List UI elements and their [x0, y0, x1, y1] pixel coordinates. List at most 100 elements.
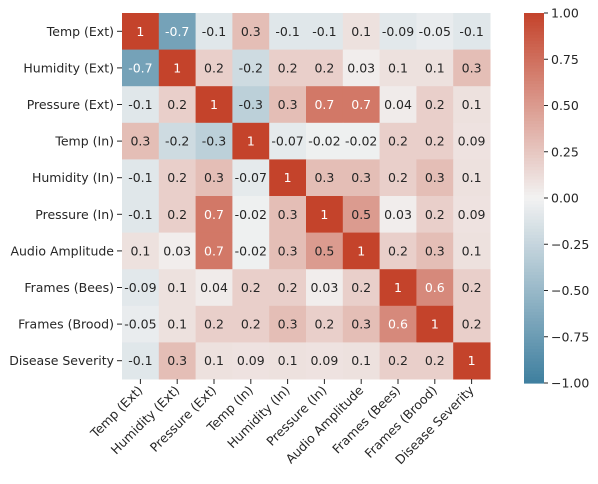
heatmap-cell [342, 86, 381, 124]
heatmap-cell [379, 122, 417, 160]
x-axis-tick-labels: Temp (Ext)Humidity (Ext)Pressure (Ext)Te… [87, 379, 477, 467]
colorbar-segment [524, 179, 544, 184]
cell-value-label: 0.3 [278, 207, 298, 222]
cell-value-label: 0.2 [425, 207, 445, 222]
heatmap-cell [453, 13, 491, 51]
cell-value-label: 0.1 [462, 97, 482, 112]
heatmap-cell [306, 342, 344, 380]
heatmap-cell [306, 13, 344, 51]
heatmap-cell [379, 13, 417, 51]
colorbar-segment [524, 188, 544, 193]
heatmap-cell [416, 13, 454, 51]
colorbar-segment [524, 83, 544, 88]
cell-value-label: -0.2 [165, 134, 189, 149]
colorbar-segment [524, 40, 544, 45]
cell-value-label: -0.1 [128, 353, 152, 368]
heatmap-cell [416, 122, 454, 160]
colorbar-segment [524, 296, 544, 301]
cell-value-label: 0.2 [241, 280, 261, 295]
cell-value-label: 0.7 [351, 97, 371, 112]
heatmap-cell [232, 196, 270, 234]
colorbar-segment [524, 370, 544, 375]
colorbar-segment [524, 262, 544, 267]
cell-value-label: 0.2 [351, 280, 371, 295]
colorbar-segment [524, 102, 544, 107]
heatmap-cell [195, 13, 233, 51]
colorbar-segment [524, 349, 544, 353]
colorbar-segment [524, 241, 544, 245]
heatmap-cell [195, 269, 233, 307]
cell-value-label: 0.1 [167, 317, 187, 332]
heatmap-cell [195, 122, 233, 160]
cell-value-label: -0.1 [128, 170, 152, 185]
colorbar-segment [524, 336, 544, 341]
colorbar-segment [524, 161, 544, 165]
heatmap-cell-labels: 1 -0.7 -0.1 0.3 -0.1 -0.1 0.1 -0.09 -0.05 -0.1 -0.… [124, 24, 485, 368]
colorbar-segment [524, 367, 544, 372]
colorbar-segment [524, 176, 544, 181]
cell-value-label: 0.2 [278, 60, 298, 75]
heatmap-cell [158, 13, 197, 51]
cell-value-label: 0.2 [425, 353, 445, 368]
colorbar-segment [524, 145, 544, 150]
cell-value-label: 0.09 [310, 353, 338, 368]
colorbar-segment [524, 379, 544, 384]
colorbar-segment [524, 16, 544, 20]
cell-value-label: 0.2 [241, 317, 261, 332]
colorbar-segment [524, 268, 544, 273]
colorbar-tick-label: −0.50 [551, 283, 589, 298]
cell-value-label: 0.2 [314, 317, 334, 332]
heatmap-cell [342, 342, 381, 380]
heatmap-cell [269, 159, 307, 197]
colorbar-segment [524, 191, 544, 196]
cell-value-label: -0.09 [124, 280, 156, 295]
cell-value-label: -0.1 [128, 207, 152, 222]
cell-value-label: 0.3 [425, 243, 445, 258]
colorbar-segment [524, 253, 544, 258]
cell-value-label: 0.03 [163, 243, 191, 258]
cell-value-label: 0.2 [204, 317, 224, 332]
heatmap-cell [122, 122, 160, 160]
cell-value-label: -0.07 [235, 170, 267, 185]
cell-value-label: -0.7 [165, 24, 189, 39]
heatmap-cell [158, 159, 197, 197]
colorbar: 1.00 0.75 0.50 0.25 0.00 −0.25 −0.50 −0.75 −1.00 [524, 6, 589, 391]
heatmap-cell [195, 159, 233, 197]
cell-value-label: 0.1 [388, 60, 408, 75]
heatmap-cell [232, 232, 270, 270]
y-tick-label: Humidity (In) [32, 170, 114, 185]
colorbar-tick-label: 0.50 [551, 98, 579, 113]
heatmap-cell [379, 342, 417, 380]
colorbar-segment [524, 330, 544, 335]
colorbar-segment [524, 71, 544, 76]
colorbar-segment [524, 173, 544, 178]
cell-value-label: 0.7 [314, 97, 334, 112]
heatmap-cell [269, 269, 307, 307]
heatmap-cell [195, 86, 233, 124]
y-tick-label: Audio Amplitude [10, 243, 114, 258]
heatmap-cell [306, 232, 344, 270]
cell-value-label: -0.2 [239, 60, 263, 75]
colorbar-segment [524, 284, 544, 289]
heatmap-cell [158, 269, 197, 307]
colorbar-segment [524, 346, 544, 350]
heatmap-cell [306, 49, 344, 87]
cell-value-label: 0.2 [462, 317, 482, 332]
colorbar-segment [524, 62, 544, 67]
cell-value-label: 0.1 [462, 243, 482, 258]
colorbar-segment [524, 318, 544, 322]
heatmap-cell [158, 86, 197, 124]
y-tick-label: Pressure (Ext) [27, 97, 114, 112]
heatmap-cell [122, 269, 160, 307]
heatmap-cell [122, 305, 160, 343]
heatmap-cells [122, 13, 491, 380]
colorbar-segment [524, 259, 544, 264]
colorbar-segment [524, 299, 544, 304]
colorbar-segment [524, 65, 544, 70]
colorbar-tick-label: −1.00 [551, 376, 589, 391]
colorbar-segment [524, 136, 544, 141]
cell-value-label: 0.09 [458, 207, 486, 222]
colorbar-segment [524, 53, 544, 57]
cell-value-label: 0.3 [462, 60, 482, 75]
cell-value-label: 0.2 [167, 207, 187, 222]
